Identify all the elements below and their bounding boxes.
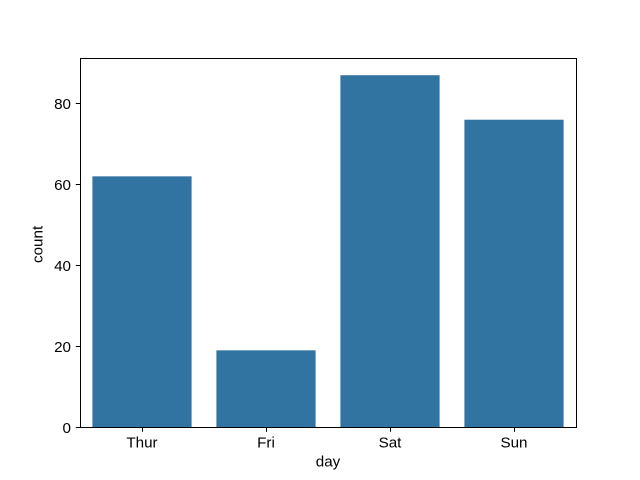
svg-text:40: 40 <box>54 258 71 275</box>
svg-text:count: count <box>29 225 46 263</box>
svg-text:Sun: Sun <box>500 435 527 452</box>
svg-text:day: day <box>316 454 341 471</box>
svg-text:60: 60 <box>54 177 71 194</box>
svg-text:20: 20 <box>54 339 71 356</box>
svg-text:Sat: Sat <box>379 435 403 452</box>
svg-text:80: 80 <box>54 96 71 113</box>
svg-text:0: 0 <box>63 420 71 437</box>
svg-text:Fri: Fri <box>257 435 275 452</box>
svg-text:Thur: Thur <box>126 435 157 452</box>
